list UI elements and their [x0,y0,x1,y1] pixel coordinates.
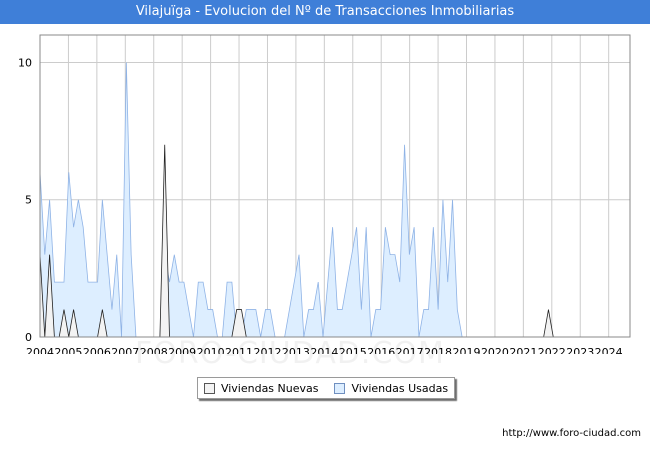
x-tick-label-2023: 2023 [566,346,594,354]
x-tick-label-2010: 2010 [197,346,225,354]
legend-label-nuevas: Viviendas Nuevas [220,381,319,395]
x-tick-label-2012: 2012 [253,346,281,354]
legend-item-usadas: Viviendas Usadas [334,382,448,395]
legend-item-nuevas: Viviendas Nuevas [203,381,319,395]
x-tick-label-2007: 2007 [111,346,139,354]
x-axis-ticks: 2004 2005 2006 2007 2008 2009 2010 2011 2012 2013… [26,346,623,354]
y-tick-label-5: 5 [25,194,32,207]
x-tick-label-2022: 2022 [538,346,566,354]
x-tick-label-2013: 2013 [282,346,310,354]
chart-title: Vilajuïga - Evolucion del Nº de Transacc… [0,0,650,24]
legend-swatch-usadas [334,382,346,394]
x-tick-label-2008: 2008 [140,346,168,354]
series-area-viviendas-usadas [40,62,630,338]
x-tick-label-2014: 2014 [310,346,338,354]
x-tick-label-2006: 2006 [83,346,111,354]
x-tick-label-2015: 2015 [339,346,367,354]
x-tick-label-2017: 2017 [396,346,424,354]
source-url: http://www.foro-ciudad.com [502,428,641,439]
x-tick-label-2018: 2018 [424,346,452,354]
x-tick-label-2011: 2011 [225,346,253,354]
legend: Viviendas Nuevas Viviendas Usadas [197,377,455,399]
x-tick-label-2005: 2005 [54,346,82,354]
x-tick-label-2004: 2004 [26,346,54,354]
plot-area-border [39,34,631,338]
y-axis-ticks: 0 5 10 [18,56,32,344]
x-tick-label-2016: 2016 [367,346,395,354]
x-tick-label-2024: 2024 [595,346,623,354]
y-tick-label-10: 10 [18,56,32,69]
watermark: FORO-CIUDAD.COM [135,336,445,371]
x-tick-label-2019: 2019 [453,346,481,354]
legend-swatch-nuevas [203,382,215,394]
x-tick-label-2021: 2021 [509,346,537,354]
y-tick-label-0: 0 [25,331,32,344]
legend-label-usadas: Viviendas Usadas [351,381,449,395]
x-tick-label-2020: 2020 [481,346,509,354]
x-tick-label-2009: 2009 [168,346,196,354]
